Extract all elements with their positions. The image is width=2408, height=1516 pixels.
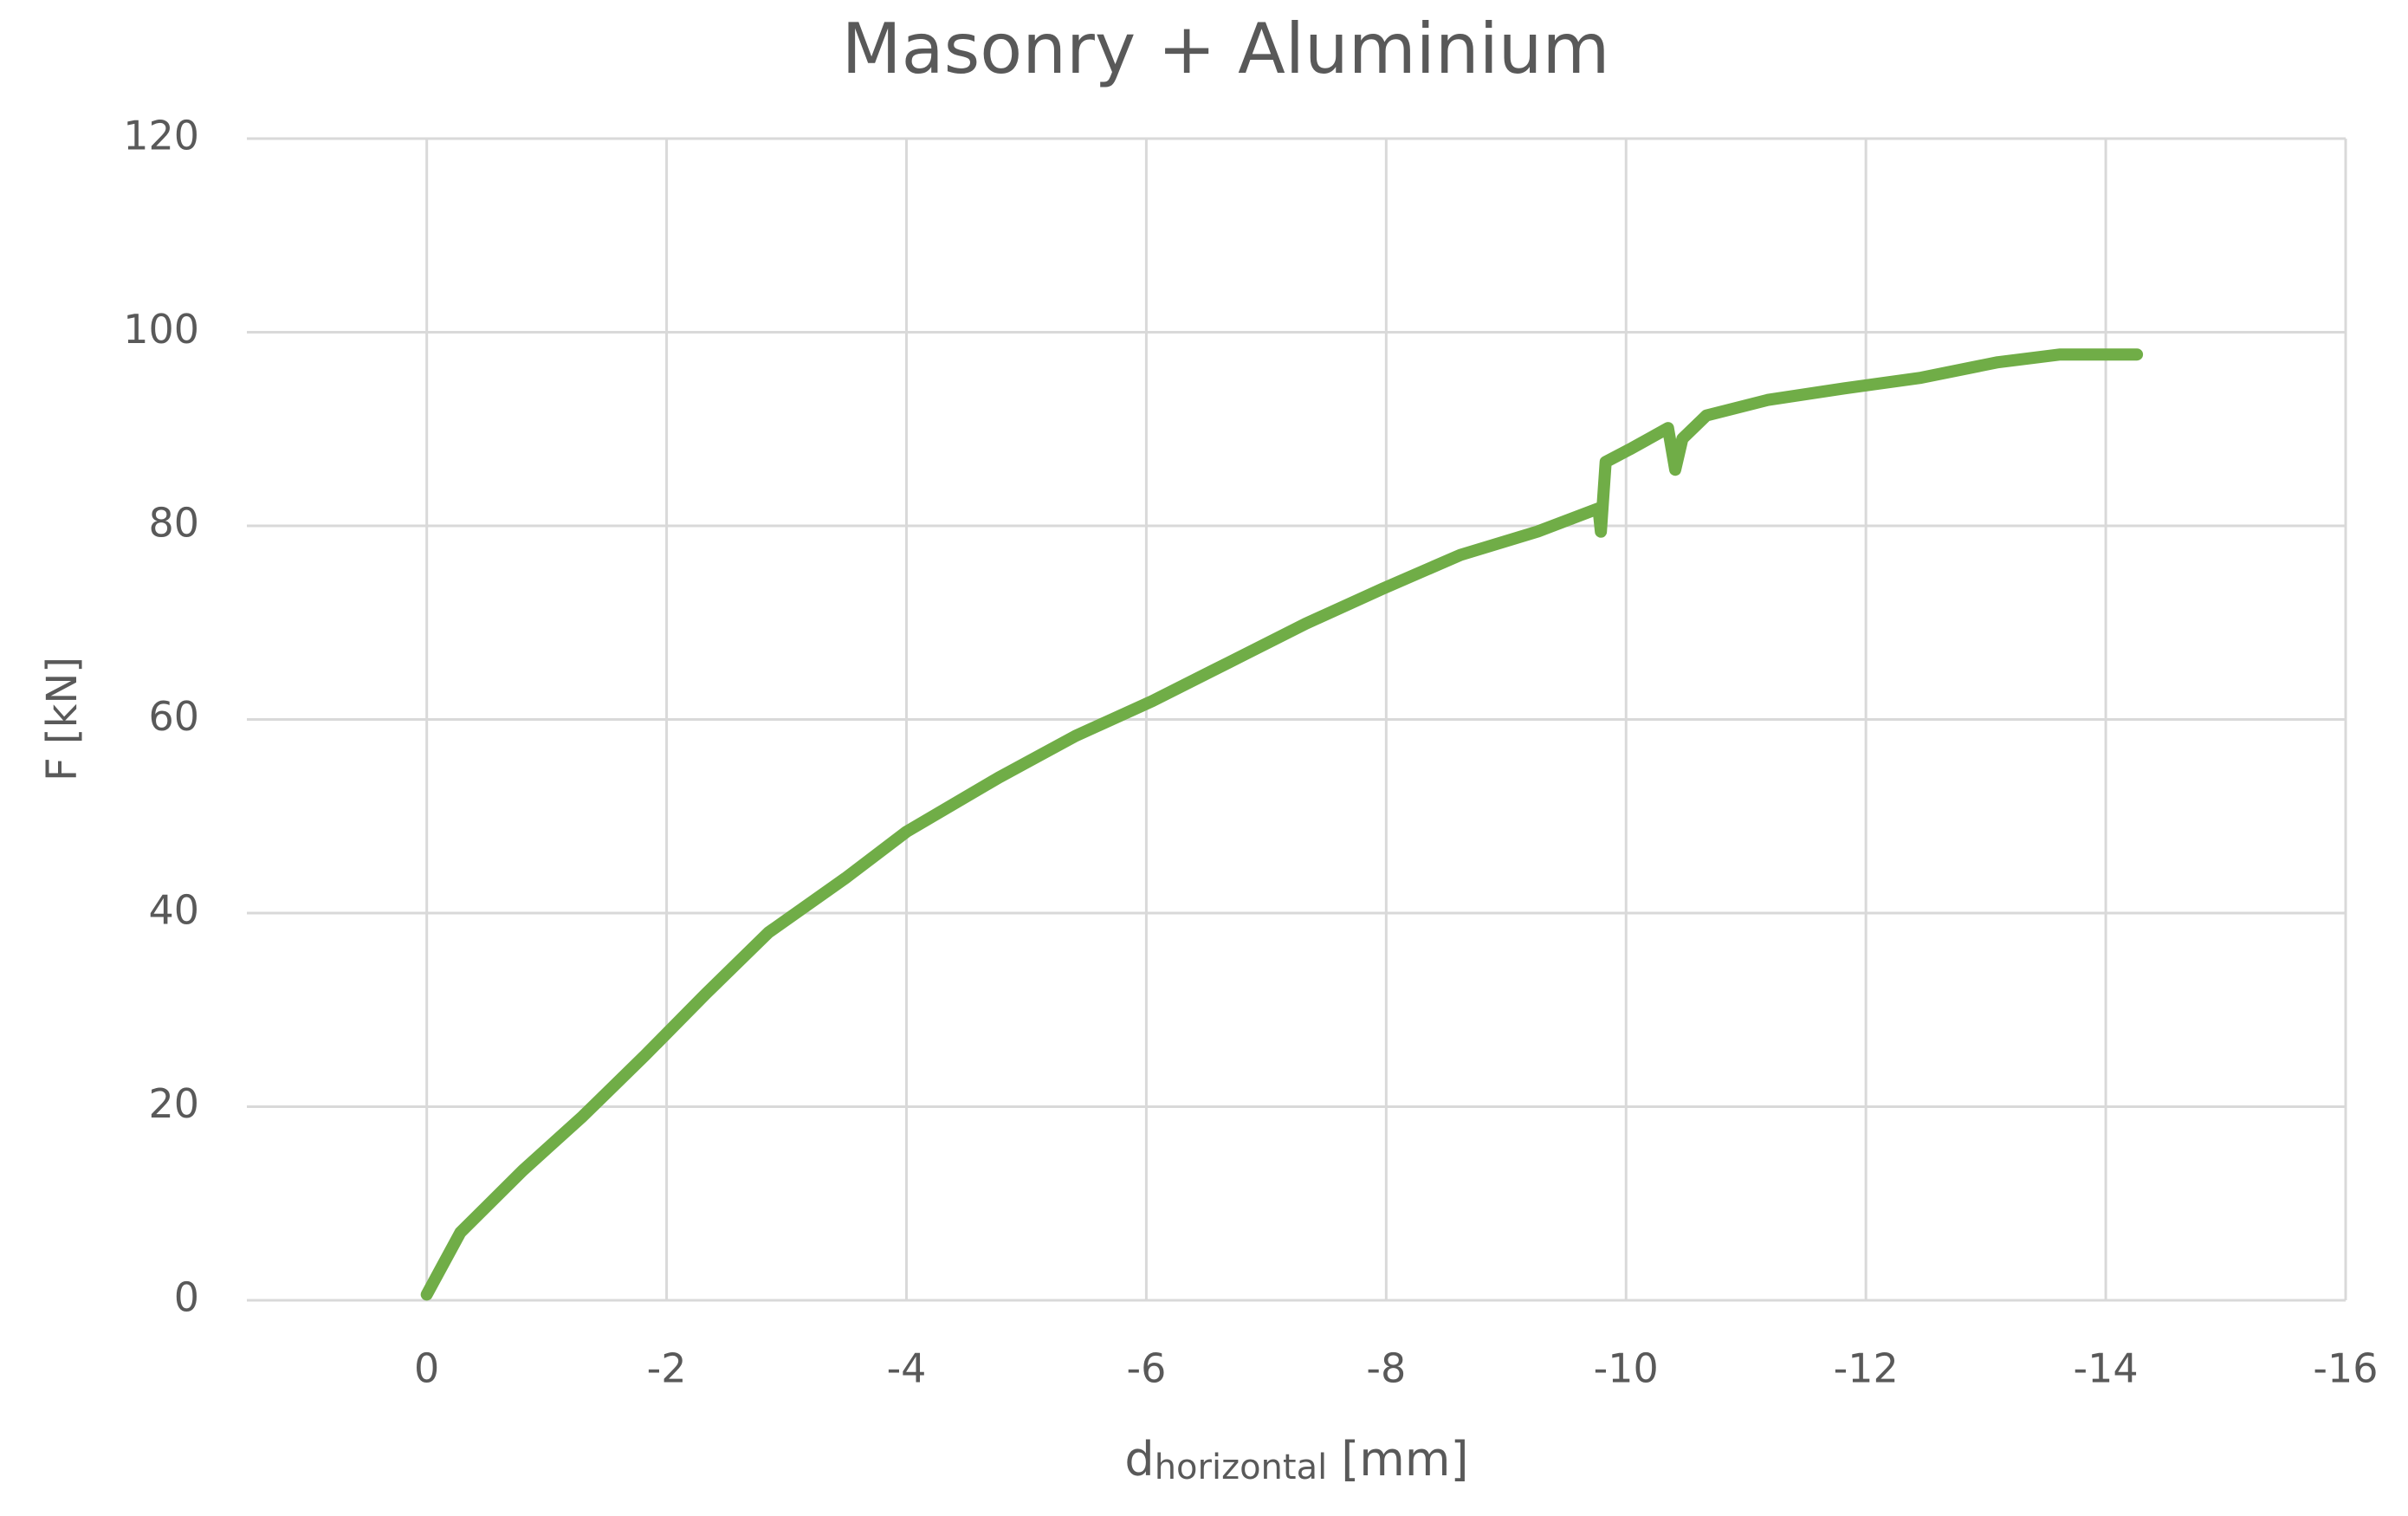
x-label-sub: horizontal [1155,1448,1328,1487]
y-tick-label: 100 [123,306,199,353]
y-tick-label: 80 [148,500,199,547]
chart-title: Masonry + Aluminium [842,9,1610,89]
y-tick-label: 20 [148,1080,199,1127]
x-tick-label: -6 [1126,1345,1166,1392]
x-label-unit: [mm] [1341,1432,1468,1487]
x-tick-label: -12 [1834,1345,1899,1392]
y-tick-label: 60 [148,693,199,740]
y-tick-label: 120 [123,113,199,159]
y-tick-label: 0 [174,1274,199,1321]
x-tick-label: -16 [2313,1345,2378,1392]
x-tick-label: 0 [414,1345,439,1392]
y-axis-label: F [kN] [38,657,87,781]
data-line [420,348,2144,1301]
x-tick-label: -14 [2074,1345,2139,1392]
x-tick-label: -8 [1366,1345,1406,1392]
x-tick-label: -2 [647,1345,687,1392]
y-tick-label: 40 [148,887,199,934]
x-tick-label: -4 [887,1345,927,1392]
x-tick-label: -10 [1594,1345,1659,1392]
x-label-main: d [1124,1432,1154,1487]
x-axis-label: dhorizontal [mm] [1124,1432,1468,1487]
